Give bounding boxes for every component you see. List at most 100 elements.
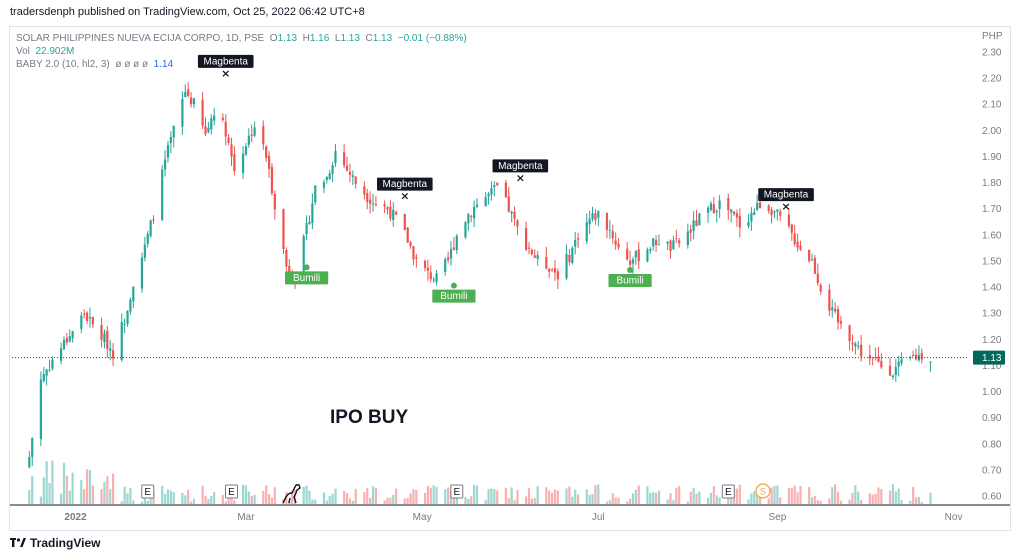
candle-body — [426, 267, 430, 271]
last-price-tag[interactable] — [973, 350, 1005, 365]
volume-bar — [169, 490, 172, 504]
sell-signal-label-bg[interactable] — [197, 54, 254, 68]
volume-bar — [605, 501, 609, 504]
candle-body — [71, 331, 74, 339]
volume-bar — [773, 485, 776, 504]
candle-body — [80, 315, 83, 329]
earnings-icon[interactable] — [225, 484, 239, 499]
candle-body — [860, 344, 863, 357]
volume-bar — [262, 491, 265, 504]
candle-body — [83, 313, 86, 315]
volume-bar — [328, 496, 331, 504]
candle-body — [536, 255, 539, 259]
volume-bar — [484, 499, 487, 504]
sell-signal-label-bg[interactable] — [758, 188, 814, 202]
candle-body — [634, 251, 637, 258]
tradingview-brand[interactable]: TradingView — [30, 536, 101, 550]
volume-bar — [473, 484, 476, 504]
tradingview-logo-icon[interactable] — [10, 538, 26, 548]
candle-body — [877, 356, 880, 362]
buy-signal-label: Bumili — [616, 276, 643, 287]
buy-signal-label-bg[interactable] — [284, 271, 329, 285]
volume-bar — [415, 490, 418, 504]
high-value: 1.16 — [309, 33, 330, 44]
volume-bar — [343, 490, 346, 504]
volume-bar — [161, 485, 164, 504]
candle-body — [85, 312, 89, 321]
candle-body — [799, 245, 802, 250]
volume-value: 22.902M — [35, 46, 75, 57]
volume-bar — [888, 490, 892, 504]
candle-body — [140, 257, 144, 289]
candle-body — [146, 233, 149, 244]
volume-bar — [267, 494, 271, 504]
volume-bar — [383, 500, 386, 504]
dino-icon[interactable] — [282, 484, 301, 504]
candle-body — [637, 249, 640, 262]
volume-bar — [715, 495, 718, 504]
candle-body — [233, 154, 236, 172]
volume-bar — [71, 472, 74, 504]
volume-bar — [403, 498, 406, 504]
candle-body — [727, 198, 730, 211]
symbol-name[interactable]: SOLAR PHILIPPINES NUEVA ECIJA CORPO, 1D,… — [16, 33, 265, 44]
candle-body — [773, 211, 776, 213]
volume-bar — [334, 488, 337, 504]
x-tick-label: May — [413, 512, 432, 523]
candle-body — [657, 244, 661, 246]
volume-bar — [172, 492, 175, 504]
candle-body — [103, 333, 106, 343]
candle-body — [880, 361, 883, 368]
earnings-icon-label: E — [144, 487, 151, 498]
earnings-icon[interactable] — [450, 484, 464, 499]
earnings-icon-label: E — [228, 487, 235, 498]
candle-body — [510, 211, 513, 214]
volume-bar — [712, 486, 715, 504]
volume-bar — [568, 486, 571, 504]
volume-bar — [201, 485, 204, 504]
volume-bar — [533, 497, 536, 504]
volume-bar — [51, 460, 54, 504]
split-icon[interactable] — [755, 483, 771, 499]
volume-bar — [187, 489, 190, 504]
candle-body — [507, 196, 510, 212]
volume-bar — [678, 486, 681, 504]
volume-bar — [669, 493, 672, 504]
volume-bar — [770, 487, 773, 504]
volume-bar — [649, 492, 652, 504]
candle-body — [836, 309, 840, 323]
candle-body — [48, 369, 51, 371]
buy-signal-label-bg[interactable] — [432, 289, 476, 303]
candle-body — [790, 224, 793, 233]
volume-bar — [28, 489, 31, 504]
volume-bar — [608, 500, 611, 504]
sell-signal-cross-icon: × — [781, 200, 790, 213]
candle-body — [675, 238, 678, 240]
volume-bar — [614, 497, 617, 504]
volume-bar — [345, 493, 349, 504]
volume-bar — [146, 500, 149, 504]
buy-signal-label-bg[interactable] — [608, 274, 652, 287]
candle-body — [369, 199, 372, 204]
volume-bar — [877, 487, 880, 504]
candle-body — [808, 249, 811, 262]
candle-body — [556, 271, 559, 280]
earnings-icon[interactable] — [141, 484, 155, 499]
volume-bar — [62, 462, 66, 504]
candle-body — [415, 256, 418, 259]
earnings-icon[interactable] — [721, 484, 735, 499]
volume-bar — [149, 496, 152, 504]
candle-body — [851, 342, 854, 345]
volume-bar — [793, 485, 796, 504]
sell-signal-label-bg[interactable] — [492, 159, 549, 173]
volume-bar — [767, 498, 770, 504]
indicator-label[interactable]: BABY 2.0 (10, hl2, 3) — [16, 59, 110, 70]
y-tick-label: 2.00 — [982, 126, 1002, 137]
candle-body — [571, 247, 574, 264]
candle-body — [611, 231, 614, 239]
sell-signal-label-bg[interactable] — [376, 177, 433, 191]
volume-label[interactable]: Vol — [16, 46, 30, 57]
candle-body — [395, 211, 398, 215]
volume-bar — [204, 495, 207, 504]
